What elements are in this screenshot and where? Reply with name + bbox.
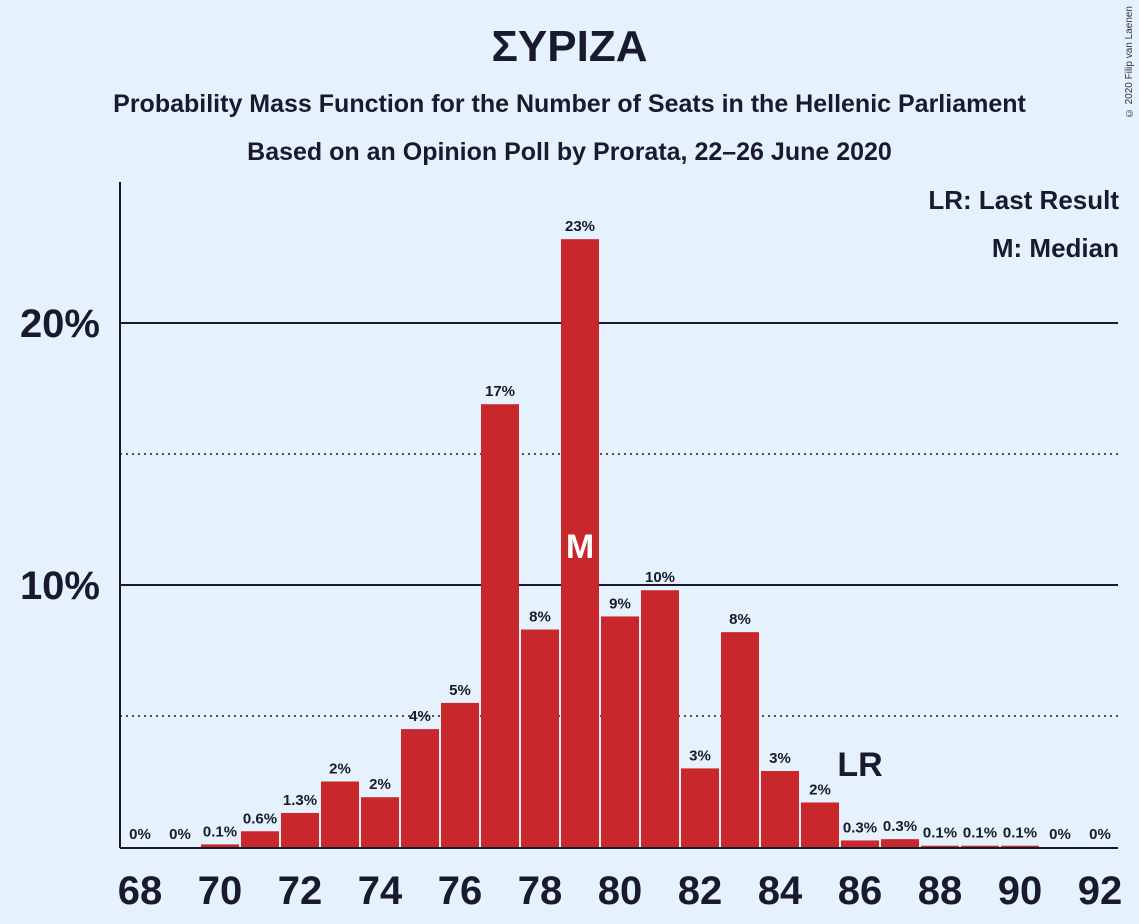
x-tick-label: 72 — [278, 869, 323, 913]
bar-value-label: 10% — [645, 569, 675, 586]
bar-value-label: 1.3% — [283, 792, 317, 809]
bar-value-label: 0% — [169, 826, 191, 843]
x-tick-label: 86 — [838, 869, 883, 913]
bar-value-label: 5% — [449, 682, 471, 699]
x-tick-label: 80 — [598, 869, 643, 913]
bar-seat-90 — [1001, 845, 1039, 847]
bar-seat-72 — [281, 812, 319, 847]
bar-value-label: 23% — [565, 218, 595, 235]
bar-value-label: 2% — [809, 781, 831, 798]
bar-value-label: 0% — [1049, 826, 1071, 843]
bar-seat-79 — [561, 239, 599, 847]
x-tick-label: 78 — [518, 869, 563, 913]
bar-seat-81 — [641, 590, 679, 847]
bar-value-label: 2% — [369, 776, 391, 793]
bar-seat-70 — [201, 844, 239, 847]
median-marker: M — [566, 528, 594, 566]
legend-median: M: Median — [991, 233, 1119, 263]
bar-seat-73 — [321, 781, 359, 847]
bar-value-label: 0% — [129, 826, 151, 843]
bar-value-label: 0.1% — [923, 825, 957, 842]
x-tick-label: 88 — [918, 869, 963, 913]
x-tick-label: 74 — [358, 869, 403, 913]
chart-title: ΣΥΡΙΖΑ — [491, 22, 648, 71]
x-tick-label: 82 — [678, 869, 723, 913]
x-tick-label: 76 — [438, 869, 483, 913]
bar-value-label: 3% — [689, 747, 711, 764]
x-tick-label: 68 — [118, 869, 163, 913]
bar-value-label: 9% — [609, 595, 631, 612]
bar-seat-88 — [921, 845, 959, 847]
bar-seat-71 — [241, 831, 279, 847]
bar-seat-76 — [441, 702, 479, 847]
bar-value-label: 0.3% — [843, 819, 877, 836]
bar-seat-78 — [521, 629, 559, 847]
bar-value-label: 8% — [729, 611, 751, 628]
bar-value-label: 17% — [485, 383, 515, 400]
bar-seat-89 — [961, 845, 999, 847]
x-tick-label: 90 — [998, 869, 1043, 913]
bar-seat-85 — [801, 802, 839, 847]
bar-value-label: 0.1% — [963, 825, 997, 842]
bar-value-label: 2% — [329, 761, 351, 778]
y-tick-label: 10% — [20, 564, 100, 608]
bar-seat-80 — [601, 616, 639, 847]
bar-value-label: 8% — [529, 609, 551, 626]
bar-value-label: 0.6% — [243, 810, 277, 827]
legend-last-result: LR: Last Result — [928, 185, 1119, 215]
bar-seat-86 — [841, 840, 879, 847]
chart-subtitle: Probability Mass Function for the Number… — [113, 90, 1026, 118]
bar-value-label: 0.3% — [883, 818, 917, 835]
bar-value-label: 3% — [769, 750, 791, 767]
bar-seat-77 — [481, 404, 519, 847]
bar-seat-87 — [881, 839, 919, 847]
bar-value-label: 0.1% — [1003, 825, 1037, 842]
bar-seat-84 — [761, 771, 799, 847]
bar-seat-74 — [361, 797, 399, 847]
last-result-marker: LR — [837, 746, 882, 784]
bar-value-label: 0% — [1089, 826, 1111, 843]
bar-value-label: 0.1% — [203, 823, 237, 840]
bar-seat-75 — [401, 729, 439, 847]
y-tick-label: 20% — [20, 302, 100, 346]
x-tick-label: 70 — [198, 869, 243, 913]
chart-subtitle-poll: Based on an Opinion Poll by Prorata, 22–… — [247, 138, 892, 166]
x-tick-label: 92 — [1078, 869, 1123, 913]
bar-seat-82 — [681, 768, 719, 847]
bar-seat-83 — [721, 632, 759, 847]
bar-value-label: 4% — [409, 708, 431, 725]
x-tick-label: 84 — [758, 869, 803, 913]
